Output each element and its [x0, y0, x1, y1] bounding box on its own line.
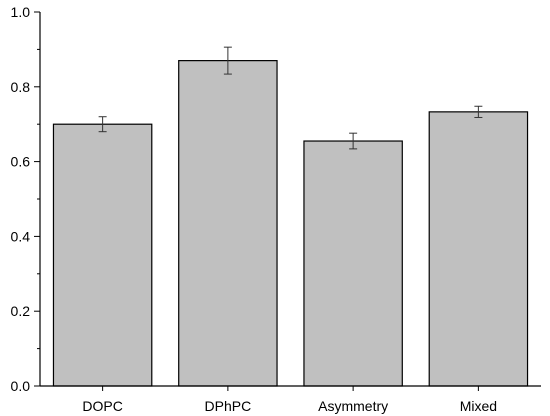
y-tick-label: 0.0 [11, 378, 31, 394]
labels-layer: DOPC DPhPC Asymmetry Mixed 0.0 0.2 0.4 0.6 0.8 1.… [11, 4, 498, 414]
x-tick-label: DOPC [82, 398, 122, 414]
x-tick-label: Mixed [460, 398, 497, 414]
bar-mixed [428, 111, 529, 387]
y-tick-label: 0.2 [11, 303, 31, 319]
y-tick-label: 0.4 [11, 228, 31, 244]
y-tick-label: 0.6 [11, 154, 31, 170]
x-tick-label: DPhPC [205, 398, 252, 414]
bar-dopc [52, 123, 153, 387]
error-bars-layer [98, 46, 483, 150]
bar-dphpc [178, 60, 278, 387]
bar-asymmetry [303, 140, 403, 387]
bars-layer [52, 60, 529, 387]
y-tick-label: 1.0 [11, 4, 31, 20]
y-tick-label: 0.8 [11, 79, 31, 95]
x-tick-label: Asymmetry [318, 398, 388, 414]
axes-layer [34, 11, 541, 391]
